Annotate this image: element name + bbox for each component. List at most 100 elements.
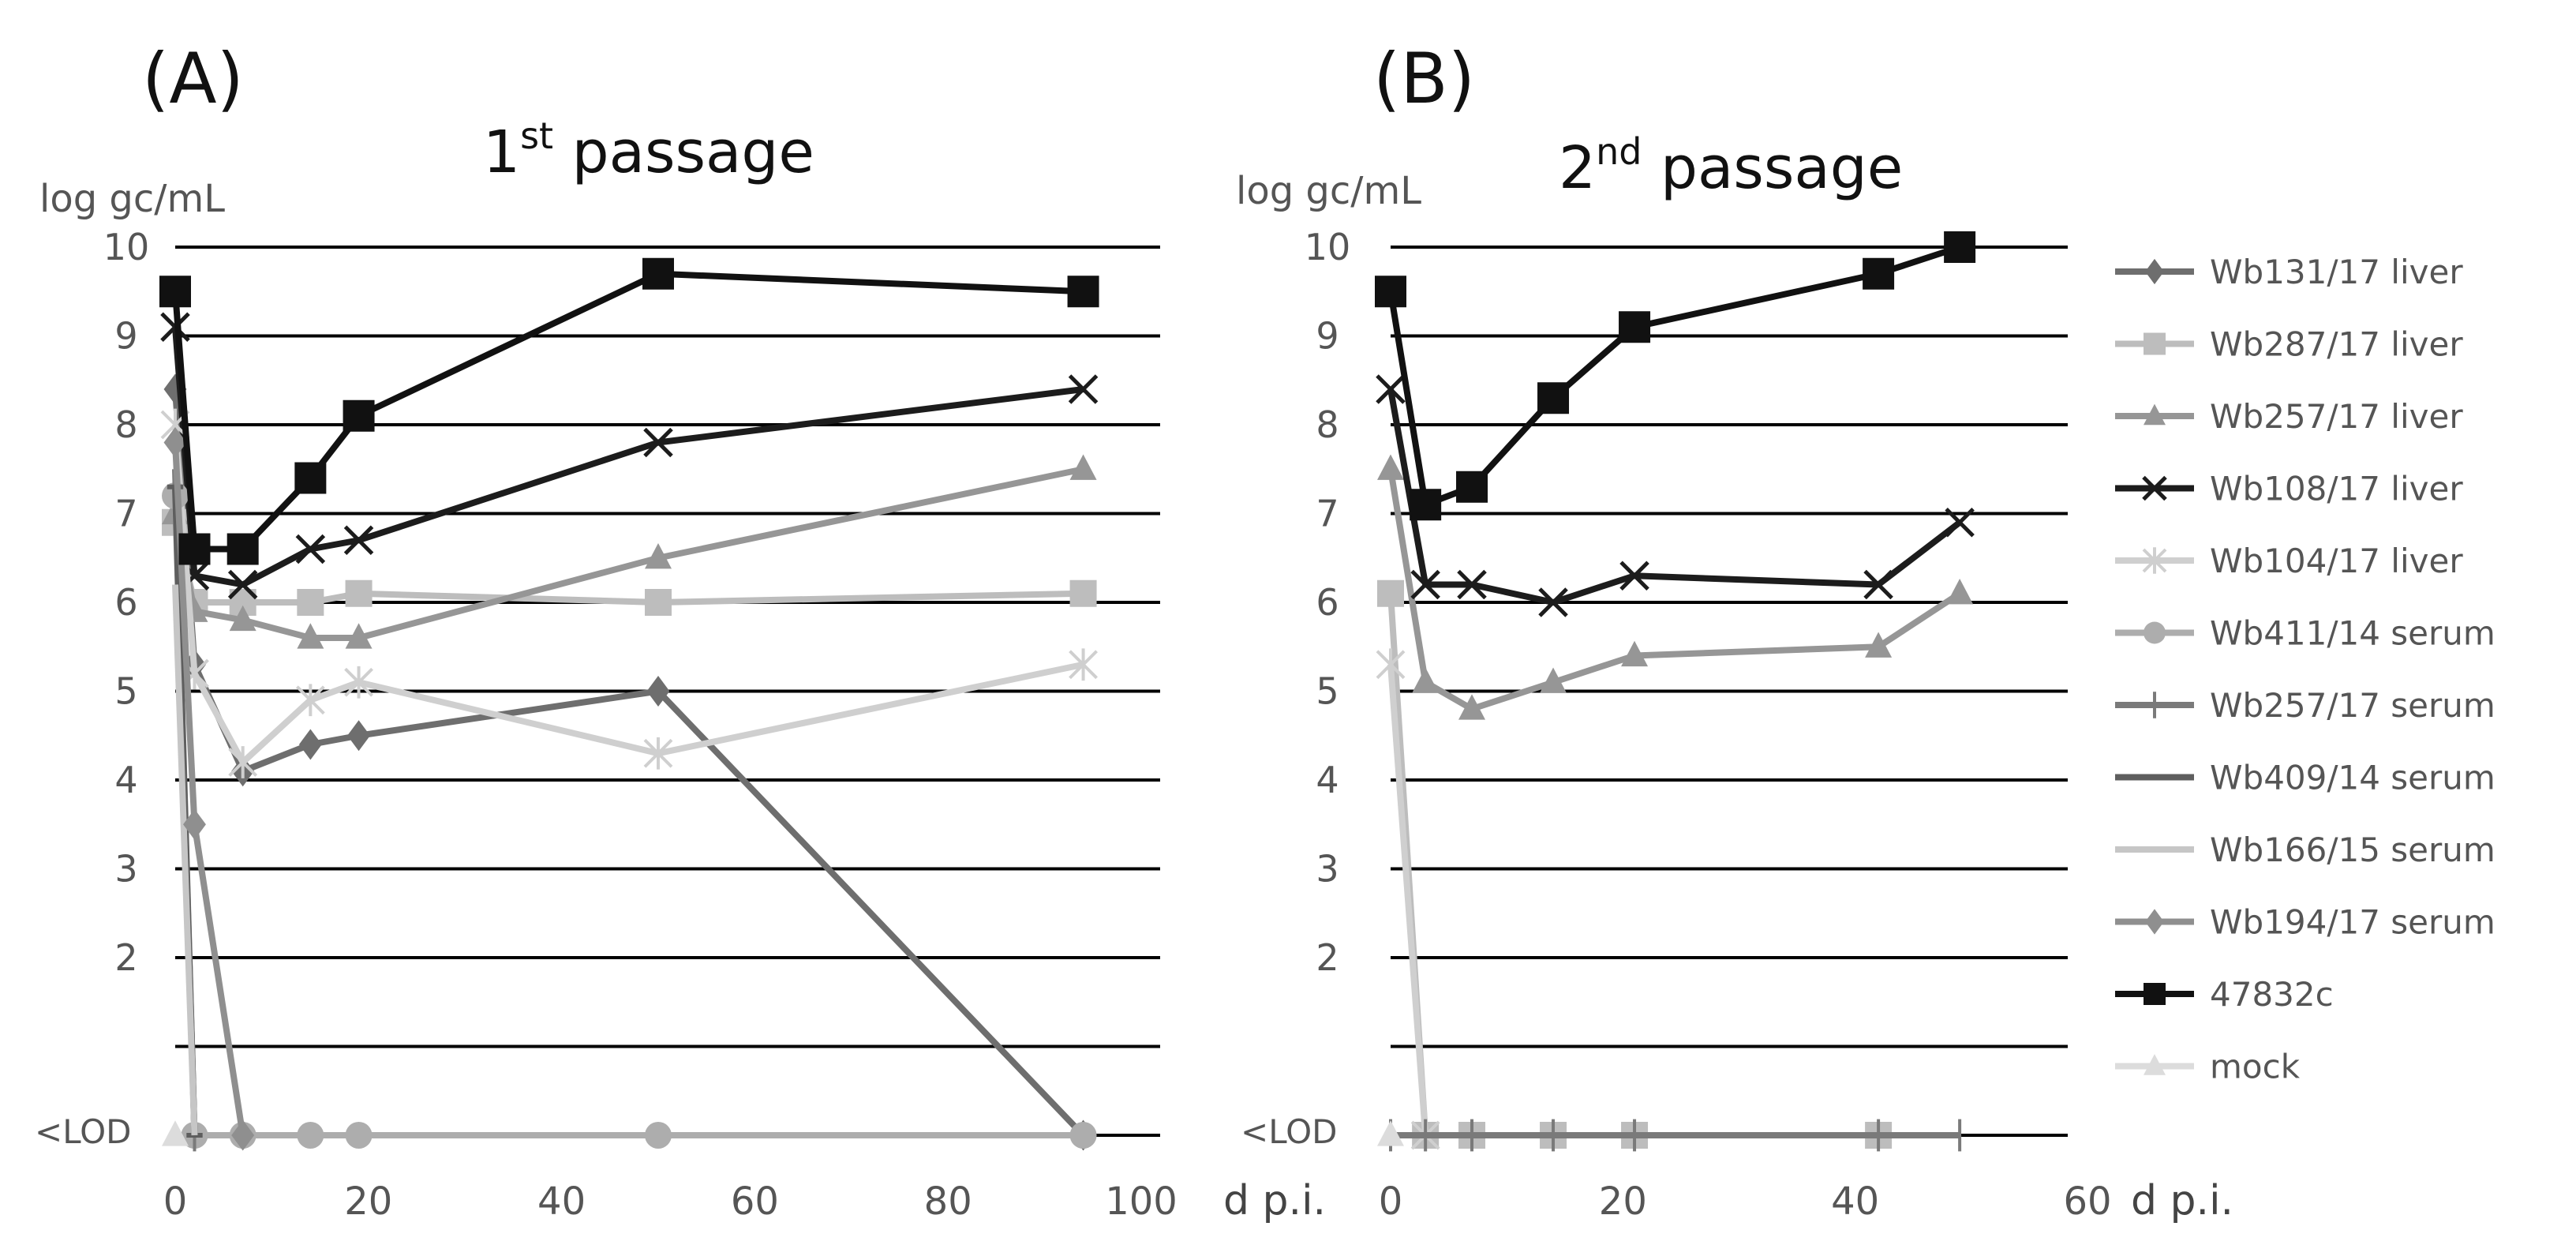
panel-a-point-wb411-14-serum-5 <box>645 1122 672 1149</box>
legend-marker-wb108-17-liver <box>2142 475 2167 501</box>
panel-a-point-wb131-17-liver-3 <box>298 729 322 760</box>
panel-a-ytick-6: 6 <box>114 581 137 624</box>
panel-a-xlabel: d p.i. <box>1223 1177 1326 1224</box>
panel-b-series-mock <box>1377 1120 1404 1146</box>
panel-a-line-wb166-15-serum <box>172 584 198 1136</box>
panel-a-ytick-5: 5 <box>114 670 137 713</box>
panel-a-point-wb287-17-liver-3 <box>297 589 324 616</box>
panel-a-point-wb257-17-liver-5 <box>645 543 672 569</box>
panel-b-ytick-6: 6 <box>1316 581 1339 624</box>
legend-item-wb131-17-liver: Wb131/17 liver <box>2115 253 2463 291</box>
legend-item-mock: mock <box>2115 1048 2301 1086</box>
panel-b-plot: 2 3 4 5 6 7 8 9 10 0 20 40 60 <box>1305 226 2112 1224</box>
panel-a-point-wb287-17-liver-4 <box>345 579 373 607</box>
panel-b-ytick-5: 5 <box>1316 670 1339 713</box>
panel-a-letter: (A) <box>142 38 244 119</box>
panel-b-xtick-20: 20 <box>1599 1179 1647 1224</box>
panel-b-series-wb257-17-liver <box>1377 454 1974 720</box>
panel-b-point-wb257-17-liver-3 <box>1540 667 1567 693</box>
panel-a-point-wb411-14-serum-3 <box>297 1122 324 1149</box>
panel-a-point-wb108-17-liver-5 <box>643 427 673 458</box>
panel-a-series-wb194-17-serum <box>163 426 255 1151</box>
panel-b-point-wb257-17-liver-5 <box>1865 632 1893 658</box>
panel-b-ytick-3: 3 <box>1316 848 1339 891</box>
panel-a-ylabel: log gc/mL <box>39 177 225 221</box>
panel-b-ytick-10: 10 <box>1305 226 1351 268</box>
panel-a-series-mock <box>162 1120 189 1146</box>
legend-label-wb194-17-serum: Wb194/17 serum <box>2210 903 2496 942</box>
panel-b-series-47832c <box>1375 231 1976 521</box>
panel-a-point-47832c-6 <box>1067 276 1099 308</box>
legend-marker-wb131-17-liver <box>2145 258 2164 285</box>
panel-b-point-wb108-17-liver-3 <box>1538 587 1568 617</box>
panel-a-point-47832c-4 <box>343 399 375 432</box>
panel-b-ytick-2: 2 <box>1316 936 1339 979</box>
panel-b-title-main: 2 <box>1559 134 1596 202</box>
panel-a-series-wb411-14-serum <box>162 482 1097 1149</box>
legend-marker-wb104-17-liver <box>2142 547 2167 574</box>
legend-label-wb287-17-liver: Wb287/17 liver <box>2210 325 2463 364</box>
legend-marker-wb257-17-liver <box>2144 403 2166 426</box>
panel-a-lod-label: <LOD <box>35 1112 132 1151</box>
panel-a-point-wb411-14-serum-4 <box>345 1122 373 1149</box>
panel-a-point-wb194-17-serum-1 <box>183 808 206 840</box>
panel-b-ytick-4: 4 <box>1316 759 1339 801</box>
panel-a-ytick-3: 3 <box>114 848 137 891</box>
panel-a-point-wb411-14-serum-6 <box>1069 1122 1097 1149</box>
panel-b-line-wb287-17-liver <box>1387 593 1879 1138</box>
panel-a-point-wb108-17-liver-4 <box>343 525 374 556</box>
legend-label-47832c: 47832c <box>2210 975 2334 1014</box>
legend-item-wb409-14-serum: Wb409/14 serum <box>2115 759 2496 797</box>
panel-a-point-wb257-17-liver-2 <box>229 605 256 632</box>
legend-label-wb411-14-serum: Wb411/14 serum <box>2210 614 2496 653</box>
legend-item-wb166-15-serum: Wb166/15 serum <box>2115 831 2496 869</box>
panel-a-line-47832c <box>172 270 1084 553</box>
panel-a-ytick-2: 2 <box>114 936 137 979</box>
panel-a-point-wb104-17-liver-3 <box>295 684 325 717</box>
legend-item-wb257-17-serum: Wb257/17 serum <box>2115 686 2496 725</box>
legend-item-wb194-17-serum: Wb194/17 serum <box>2115 903 2496 942</box>
panel-a-point-wb287-17-liver-5 <box>645 589 672 616</box>
legend-label-wb166-15-serum: Wb166/15 serum <box>2210 831 2496 869</box>
panel-b-point-47832c-4 <box>1619 311 1651 343</box>
panel-b-line-wb104-17-liver <box>1387 664 1429 1136</box>
panel-b-point-wb108-17-liver-6 <box>1945 507 1975 538</box>
panel-a-point-wb257-17-liver-6 <box>1069 454 1097 480</box>
panel-b-point-wb257-17-liver-6 <box>1946 579 1974 605</box>
legend-item-wb104-17-liver: Wb104/17 liver <box>2115 542 2463 580</box>
panel-b-point-wb108-17-liver-5 <box>1863 569 1893 600</box>
panel-b-series-wb104-17-liver <box>1376 648 1440 1152</box>
panel-a-point-wb257-17-liver-3 <box>297 623 324 649</box>
panel-a-point-47832c-1 <box>178 533 211 565</box>
legend-label-mock: mock <box>2210 1048 2301 1086</box>
legend-item-47832c: 47832c <box>2115 975 2334 1014</box>
panel-a-series-wb166-15-serum <box>172 584 198 1136</box>
panel-b-point-wb108-17-liver-4 <box>1619 561 1649 591</box>
legend-marker-wb287-17-liver <box>2144 332 2166 355</box>
panel-a-point-47832c-2 <box>227 533 259 565</box>
panel-b-point-wb287-17-liver-0 <box>1377 579 1404 607</box>
panel-a-title-main: 1 <box>483 118 520 186</box>
panel-a-xtick-60: 60 <box>731 1179 779 1224</box>
panel-a-xtick-80: 80 <box>924 1179 972 1224</box>
panel-a-point-wb131-17-liver-4 <box>347 720 371 752</box>
panel-b-ylabel: log gc/mL <box>1236 169 1421 213</box>
panel-b-xtick-60: 60 <box>2063 1179 2111 1224</box>
legend-item-wb287-17-liver: Wb287/17 liver <box>2115 325 2463 364</box>
panel-a-point-wb104-17-liver-2 <box>228 746 258 778</box>
panel-b-point-wb257-17-liver-4 <box>1621 640 1649 667</box>
panel-a-point-mock-0 <box>162 1120 189 1146</box>
legend-marker-mock <box>2144 1054 2166 1075</box>
panel-a-point-wb104-17-liver-4 <box>344 666 373 699</box>
legend-item-wb257-17-liver: Wb257/17 liver <box>2115 397 2463 436</box>
panel-a-xtick-40: 40 <box>537 1179 586 1224</box>
panel-a-xtick-20: 20 <box>344 1179 392 1224</box>
panel-b-xlabel: d p.i. <box>2131 1177 2233 1224</box>
panel-a-ytick-8: 8 <box>114 403 137 446</box>
panel-a-point-47832c-3 <box>294 462 327 494</box>
legend-label-wb257-17-liver: Wb257/17 liver <box>2210 397 2463 436</box>
panel-b-letter: (B) <box>1373 38 1475 119</box>
panel-a-ytick-10: 10 <box>103 226 150 268</box>
legend-item-wb108-17-liver: Wb108/17 liver <box>2115 470 2463 508</box>
